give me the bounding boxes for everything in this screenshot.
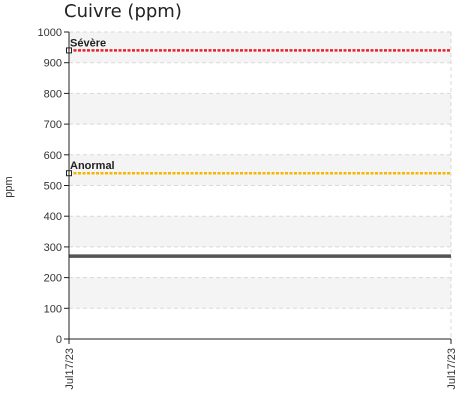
y-tick-label: 400 (44, 211, 62, 223)
y-axis-label: ppm (3, 176, 15, 197)
plot-band (69, 216, 451, 247)
threshold-label: Anormal (70, 160, 115, 172)
plot-bands (69, 32, 451, 309)
y-tick-label: 800 (44, 88, 62, 100)
y-tick-label: 500 (44, 181, 62, 193)
y-tick-label: 1000 (38, 27, 62, 39)
chart-title: Cuivre (ppm) (64, 1, 182, 22)
y-tick-label: 900 (44, 58, 62, 70)
plot-band (69, 93, 451, 125)
threshold-lines: Sévère Anormal (66, 37, 451, 177)
plot-band (69, 32, 451, 63)
y-tick-label: 100 (44, 303, 62, 315)
y-tick-label: 200 (44, 273, 62, 285)
plot-band (69, 277, 451, 309)
y-tick-labels: 0 100 200 300 400 500 600 700 800 900 1000 (38, 27, 62, 346)
x-tick-label: Jul17/23 (64, 348, 76, 390)
y-tick-label: 0 (56, 334, 62, 346)
plot-band (69, 154, 451, 186)
axes (64, 31, 452, 344)
y-tick-label: 300 (44, 242, 62, 254)
x-tick-labels: Jul17/23 Jul17/23 (64, 348, 457, 390)
threshold-label: Sévère (70, 37, 106, 49)
y-tick-label: 700 (44, 119, 62, 131)
x-tick-label: Jul17/23 (446, 348, 457, 390)
y-tick-label: 600 (44, 150, 62, 162)
